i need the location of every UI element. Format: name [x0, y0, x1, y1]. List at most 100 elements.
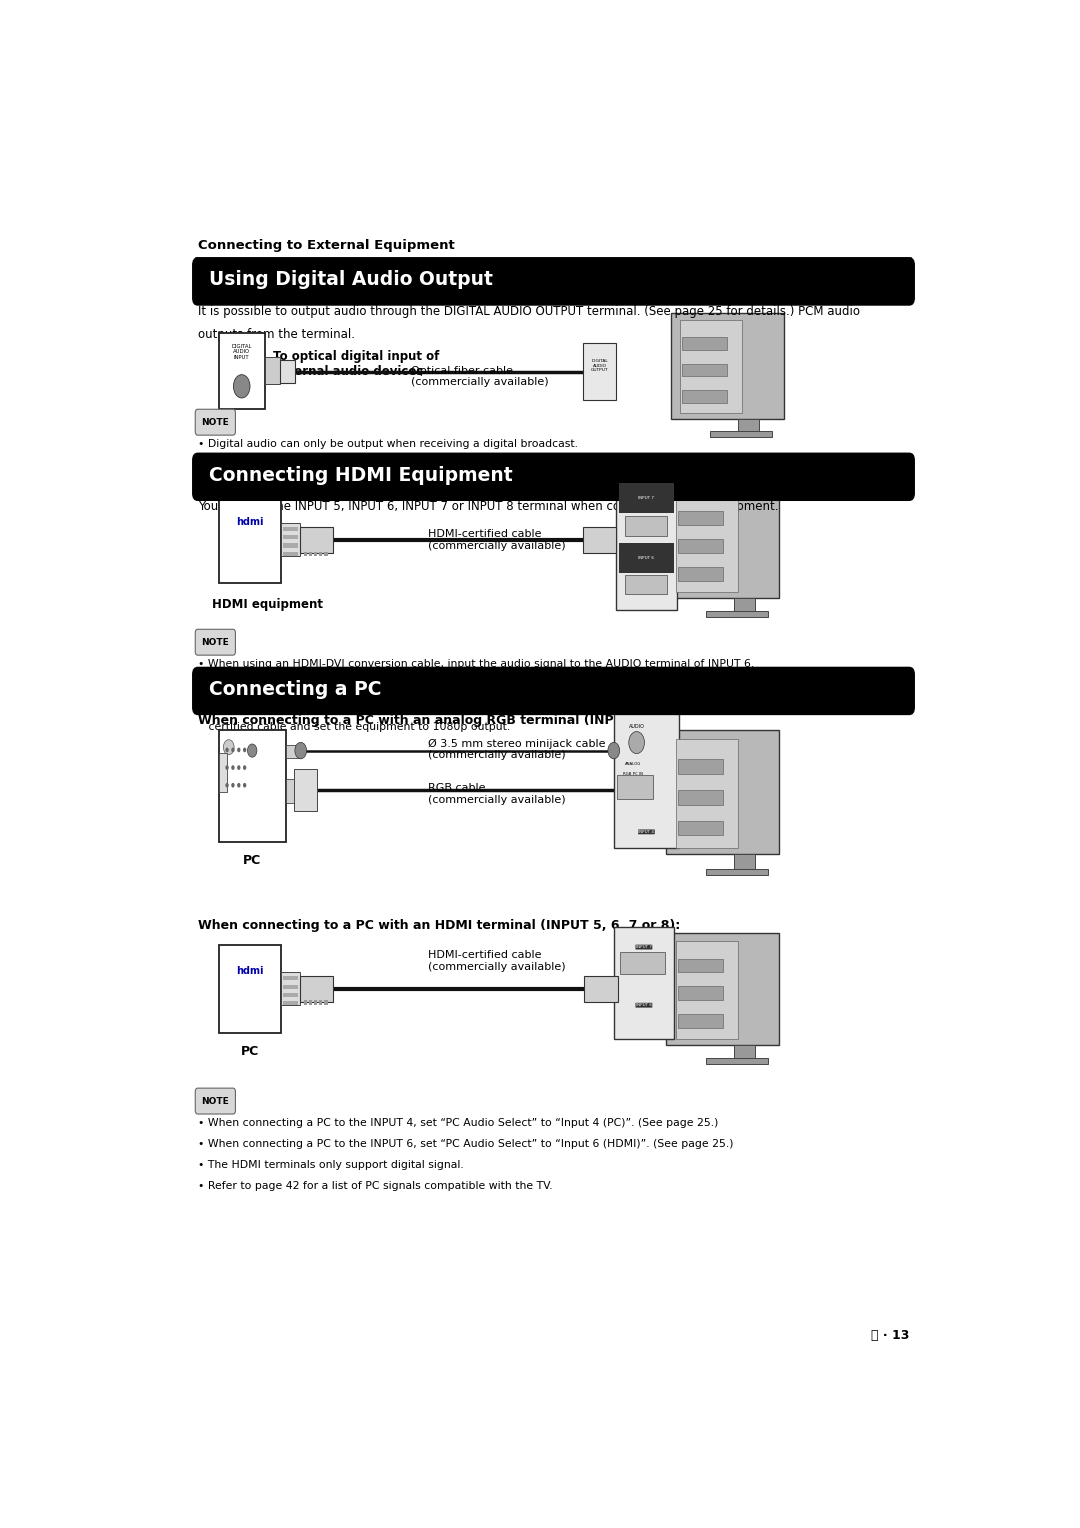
Bar — [309, 1001, 312, 1005]
Bar — [283, 527, 298, 530]
Bar — [282, 972, 300, 1005]
Bar — [613, 927, 674, 1039]
Text: When connecting to a PC with an analog RGB terminal (INPUT 4):: When connecting to a PC with an analog R… — [198, 714, 656, 727]
FancyBboxPatch shape — [192, 668, 915, 715]
Text: INPUT 6: INPUT 6 — [636, 1004, 652, 1007]
Text: Connecting HDMI Equipment: Connecting HDMI Equipment — [208, 466, 512, 484]
Bar — [294, 769, 318, 811]
FancyBboxPatch shape — [195, 410, 235, 435]
Text: Connecting a PC: Connecting a PC — [208, 680, 381, 698]
Bar — [666, 730, 780, 854]
Bar — [711, 431, 772, 437]
Bar — [706, 869, 768, 876]
Text: INPUT 7: INPUT 7 — [638, 497, 654, 500]
Bar — [706, 1057, 768, 1063]
Bar — [283, 552, 298, 556]
Bar — [283, 535, 298, 539]
Bar — [280, 359, 295, 384]
Circle shape — [243, 782, 246, 787]
Bar — [282, 523, 300, 556]
Bar — [283, 544, 298, 547]
Text: DIGITAL
AUDIO
OUTPUT: DIGITAL AUDIO OUTPUT — [591, 359, 608, 373]
Bar — [583, 527, 617, 553]
Circle shape — [231, 747, 234, 752]
Circle shape — [629, 732, 645, 753]
Bar — [681, 364, 727, 376]
Bar — [218, 944, 282, 1033]
Bar — [584, 976, 618, 1002]
Circle shape — [247, 744, 257, 758]
Bar — [218, 753, 227, 792]
Text: When connecting to a PC with an HDMI terminal (INPUT 5, 6, 7 or 8):: When connecting to a PC with an HDMI ter… — [198, 918, 680, 932]
Bar — [706, 611, 768, 616]
Text: It is possible to output audio through the DIGITAL AUDIO OUTPUT terminal. (See p: It is possible to output audio through t… — [198, 304, 860, 318]
Circle shape — [226, 782, 229, 787]
Circle shape — [243, 747, 246, 752]
Text: Using Digital Audio Output: Using Digital Audio Output — [208, 270, 492, 289]
Circle shape — [231, 782, 234, 787]
Text: Optical fiber cable
(commercially available): Optical fiber cable (commercially availa… — [411, 365, 549, 387]
Text: INPUT 6: INPUT 6 — [638, 556, 654, 559]
Text: • When connecting a PC to the INPUT 6, set “PC Audio Select” to “Input 6 (HDMI)”: • When connecting a PC to the INPUT 6, s… — [198, 1138, 733, 1149]
Bar — [666, 932, 780, 1045]
Bar — [734, 1045, 755, 1057]
Text: NOTE: NOTE — [202, 637, 229, 646]
Text: • When using an HDMI-DVI conversion cable, input the audio signal to the AUDIO t: • When using an HDMI-DVI conversion cabl… — [198, 659, 754, 669]
Bar — [324, 552, 327, 556]
Circle shape — [238, 747, 241, 752]
Text: NOTE: NOTE — [202, 1097, 229, 1106]
Text: • To enjoy the AQUOS 1080p display capability, connect your Blu-ray disc player : • To enjoy the AQUOS 1080p display capab… — [198, 701, 881, 711]
Text: PC: PC — [241, 1045, 259, 1057]
Bar — [734, 854, 755, 869]
Bar — [617, 475, 676, 611]
Text: INPUT 7: INPUT 7 — [636, 944, 652, 949]
Circle shape — [224, 740, 234, 755]
Bar — [619, 542, 674, 573]
FancyBboxPatch shape — [195, 630, 235, 656]
Bar — [300, 976, 334, 1002]
Circle shape — [243, 766, 246, 770]
Bar — [678, 987, 723, 999]
Bar — [324, 1001, 327, 1005]
Bar — [625, 516, 667, 536]
Text: INPUT 4: INPUT 4 — [638, 830, 654, 834]
FancyBboxPatch shape — [195, 1088, 235, 1114]
Text: • Digital audio can only be output when receiving a digital broadcast.: • Digital audio can only be output when … — [198, 439, 578, 449]
Bar — [734, 597, 755, 611]
Circle shape — [226, 766, 229, 770]
Bar — [675, 740, 738, 848]
Text: hdmi: hdmi — [237, 966, 264, 976]
Text: PC: PC — [243, 854, 261, 866]
Bar — [285, 779, 307, 804]
Bar — [283, 1001, 298, 1005]
Bar — [675, 494, 738, 591]
Text: • Refer to page 42 for a list of PC signals compatible with the TV.: • Refer to page 42 for a list of PC sign… — [198, 1181, 552, 1192]
Bar — [320, 552, 323, 556]
Bar — [679, 321, 742, 414]
Text: hdmi: hdmi — [237, 516, 264, 527]
Text: Connecting to External Equipment: Connecting to External Equipment — [198, 238, 455, 252]
Text: To optical digital input of
external audio devices: To optical digital input of external aud… — [273, 350, 440, 379]
Bar — [678, 1015, 723, 1028]
Text: HDMI-certified cable
(commercially available): HDMI-certified cable (commercially avail… — [428, 529, 566, 552]
Bar — [681, 390, 727, 403]
Bar — [666, 486, 780, 597]
Text: You can use the INPUT 5, INPUT 6, INPUT 7 or INPUT 8 terminal when connecting HD: You can use the INPUT 5, INPUT 6, INPUT … — [198, 500, 779, 513]
Bar — [678, 958, 723, 972]
Text: Ø 3.5 mm stereo minijack cable
(commercially available): Ø 3.5 mm stereo minijack cable (commerci… — [428, 738, 606, 761]
Text: RGB PC IN: RGB PC IN — [623, 772, 644, 776]
Bar — [671, 313, 784, 419]
Circle shape — [233, 374, 249, 397]
Circle shape — [238, 766, 241, 770]
Bar — [675, 941, 738, 1039]
Bar — [678, 759, 723, 773]
Text: • When connecting a PC to the INPUT 4, set “PC Audio Select” to “Input 4 (PC)”. : • When connecting a PC to the INPUT 4, s… — [198, 1117, 718, 1128]
Text: DIGITAL
AUDIO
INPUT: DIGITAL AUDIO INPUT — [231, 344, 252, 361]
Bar — [583, 344, 617, 400]
Circle shape — [608, 743, 620, 759]
Text: AUDIO: AUDIO — [629, 724, 645, 729]
Bar — [218, 730, 285, 842]
Bar — [314, 552, 318, 556]
Bar — [619, 483, 674, 513]
Circle shape — [238, 782, 241, 787]
